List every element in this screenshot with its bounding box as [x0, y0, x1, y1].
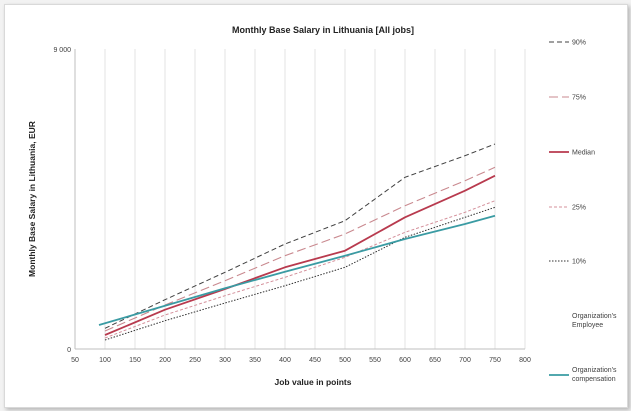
- x-tick-label: 550: [369, 357, 381, 364]
- series-line-75: [104, 166, 496, 332]
- y-axis-title: Monthly Base Salary in Lithuania, EUR: [27, 121, 37, 277]
- y-tick-label: 9 000: [53, 47, 71, 54]
- legend-label: Organization's: [572, 367, 617, 374]
- x-tick-label: 150: [129, 357, 141, 364]
- legend-label: Employee: [572, 322, 603, 329]
- legend-item-median: Median: [549, 150, 595, 157]
- series-layer: [98, 143, 496, 341]
- x-tick-label: 250: [189, 357, 201, 364]
- legend-item-organization-s-compensation: Organization's compensation: [549, 367, 617, 383]
- legend-item-90: 90%: [549, 40, 586, 47]
- x-tick-label: 450: [309, 357, 321, 364]
- legend-item-organization-s-employee: Organization's Employee: [572, 313, 617, 329]
- y-tick-label: 0: [67, 347, 71, 354]
- x-tick-label: 300: [219, 357, 231, 364]
- grid-layer: [104, 49, 526, 349]
- x-tick-label: 100: [99, 357, 111, 364]
- series-line-organization-s-compensation: [98, 214, 496, 326]
- x-axis-title: Job value in points: [275, 377, 352, 387]
- series-line-10: [104, 206, 496, 341]
- legend-label: Median: [572, 150, 595, 157]
- x-tick-label: 500: [339, 357, 351, 364]
- series-line-median: [104, 174, 496, 336]
- x-tick-label: 50: [71, 357, 79, 364]
- legend-label: 10%: [572, 259, 586, 266]
- x-tick-label: 350: [249, 357, 261, 364]
- line-chart: 50 100 150 200 250 300 350 400 450 500 550 600 650 70…: [27, 25, 617, 387]
- legend-label: 75%: [572, 95, 586, 102]
- legend-item-25: 25%: [549, 205, 586, 212]
- legend-label: 90%: [572, 40, 586, 47]
- x-tick-label: 650: [429, 357, 441, 364]
- chart-frame: 50 100 150 200 250 300 350 400 450 500 550 600 650 70…: [4, 4, 628, 408]
- x-tick-label: 600: [399, 357, 411, 364]
- x-tick-label: 700: [459, 357, 471, 364]
- legend-label: 25%: [572, 205, 586, 212]
- x-tick-label: 400: [279, 357, 291, 364]
- legend-label: compensation: [572, 376, 616, 383]
- chart-title: Monthly Base Salary in Lithuania [All jo…: [232, 25, 414, 35]
- series-line-25: [104, 200, 496, 339]
- x-tick-label: 200: [159, 357, 171, 364]
- x-tick-label: 750: [489, 357, 501, 364]
- axis-layer: 50 100 150 200 250 300 350 400 450 500 550 600 650 70…: [53, 47, 530, 364]
- legend-layer: 90% 75% Median 25% 10% Organization's Employee…: [549, 40, 617, 383]
- legend-label: Organization's: [572, 313, 617, 320]
- legend-item-75: 75%: [549, 95, 586, 102]
- x-tick-label: 800: [519, 357, 531, 364]
- series-line-90: [104, 143, 496, 329]
- legend-item-10: 10%: [549, 259, 586, 266]
